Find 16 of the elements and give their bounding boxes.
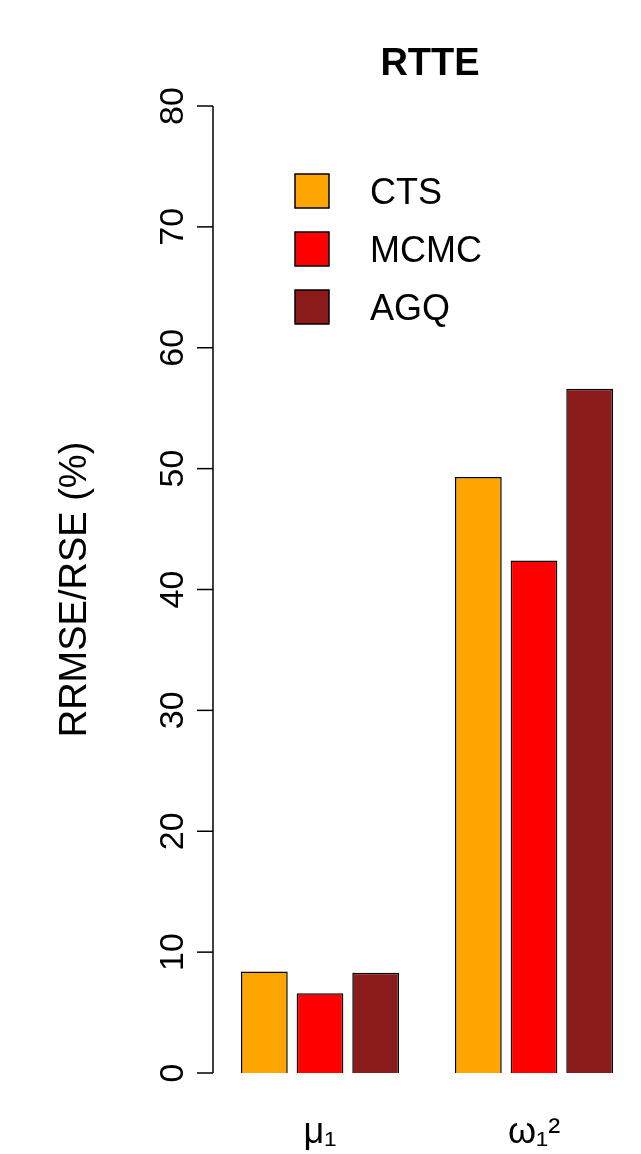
- legend-label: MCMC: [370, 229, 482, 270]
- y-tick-label: 40: [152, 570, 191, 609]
- y-tick-label: 60: [152, 328, 191, 367]
- y-tick-label: 20: [152, 812, 191, 851]
- y-tick-label: 0: [152, 1063, 191, 1083]
- legend-label: AGQ: [370, 287, 451, 328]
- y-tick-label: 70: [152, 207, 191, 246]
- y-axis-title: RRMSE/RSE (%): [52, 441, 95, 738]
- x-tick-label: ω₁²: [507, 1110, 561, 1151]
- y-tick-label: 30: [152, 691, 191, 730]
- y-tick-label: 80: [152, 87, 191, 125]
- legend-label: CTS: [370, 171, 442, 212]
- x-tick-label: μ₁: [303, 1110, 337, 1151]
- y-tick-label: 50: [152, 449, 191, 488]
- y-tick-label: 10: [152, 933, 191, 972]
- chart-title: RTTE: [380, 41, 480, 83]
